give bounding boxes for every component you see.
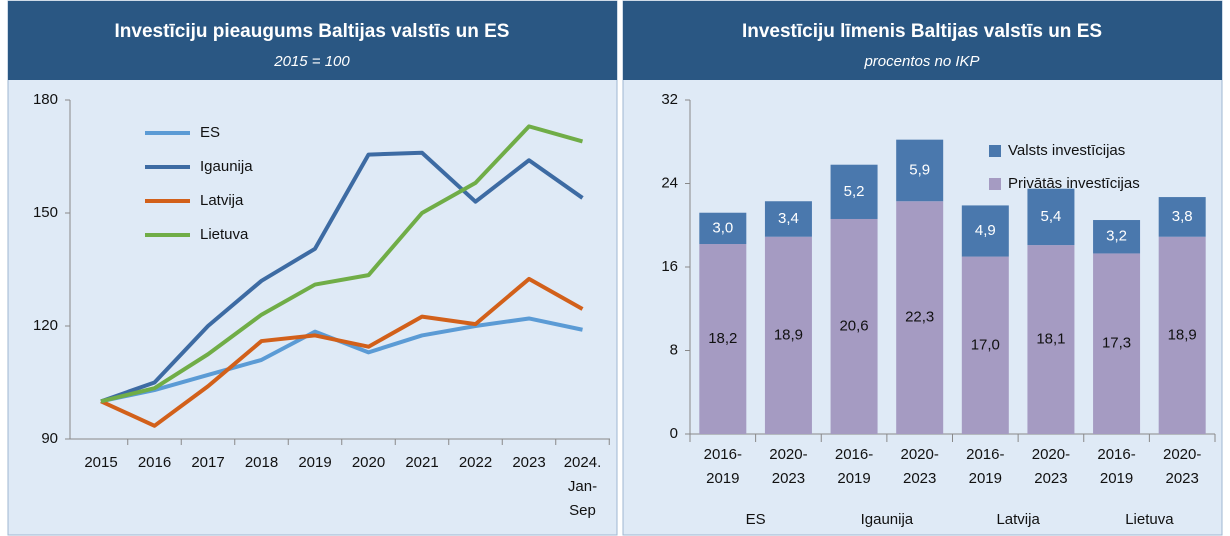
data-label: 20,6 (839, 317, 868, 334)
chart-subtitle: 2015 = 100 (273, 53, 350, 70)
y-tick-label: 0 (670, 425, 678, 442)
x-tick-label: 2016-2019 (1097, 446, 1136, 487)
bar-segment (699, 244, 747, 434)
data-label: 3,8 (1172, 208, 1193, 225)
data-label: 4,9 (975, 222, 996, 239)
x-tick-label: 2020 (351, 454, 386, 471)
group-label: Lietuva (1125, 511, 1174, 528)
x-tick-label: 2016-2019 (703, 446, 742, 487)
chart-title: Investīciju pieaugums Baltijas valstīs u… (115, 21, 510, 42)
chart-title: Investīciju līmenis Baltijas valstīs un … (742, 21, 1102, 42)
series-line (100, 276, 584, 428)
data-label: 3,2 (1106, 228, 1127, 245)
bar-segment (1093, 253, 1141, 434)
right-header (623, 1, 1222, 80)
y-tick-label: 180 (33, 91, 58, 108)
x-tick-label: 2023 (512, 454, 546, 471)
y-tick-label: 90 (41, 430, 58, 447)
y-tick-label: 8 (670, 341, 678, 358)
x-tick-label: 2016-2019 (966, 446, 1005, 487)
y-tick-label: 150 (33, 204, 58, 221)
legend-label: Lietuva (200, 226, 249, 243)
x-tick-label: 2022 (458, 454, 493, 471)
data-label: 5,2 (844, 183, 865, 200)
x-tick-label: 2021 (405, 454, 439, 471)
data-label: 18,9 (774, 326, 803, 343)
data-label: 18,2 (708, 330, 737, 347)
data-label: 22,3 (905, 309, 934, 326)
legend-label: ES (200, 124, 220, 141)
legend-label: Privātās investīcijas (1008, 175, 1140, 192)
x-tick-label: 2018 (244, 454, 279, 471)
x-tick-label: 2016-2019 (834, 446, 874, 487)
bar-segment (699, 212, 747, 245)
bar-segment (830, 164, 878, 219)
x-tick-label: 2020-2023 (1031, 446, 1071, 487)
legend-swatch (989, 145, 1001, 157)
legend-label: Latvija (200, 192, 244, 209)
x-tick-label: 2015 (84, 454, 118, 471)
bar-segment (1158, 197, 1206, 237)
bar-segment (1093, 220, 1141, 254)
series-line (100, 150, 584, 404)
series-line (100, 124, 584, 404)
x-tick-label: 2020-2023 (769, 446, 808, 487)
data-label: 17,0 (971, 336, 1000, 353)
data-label: 18,1 (1036, 331, 1065, 348)
bar-segment (896, 139, 944, 202)
data-label: 5,9 (909, 161, 930, 178)
group-label: Latvija (996, 511, 1040, 528)
x-tick-label: 2017 (191, 454, 225, 471)
bar-segment (764, 201, 812, 237)
bar-segment (830, 218, 878, 434)
y-tick-label: 24 (661, 174, 678, 191)
y-tick-label: 120 (33, 317, 58, 334)
data-label: 18,9 (1168, 326, 1197, 343)
x-tick-label: 2016 (137, 454, 172, 471)
data-label: 5,4 (1041, 208, 1062, 225)
legend-label: Igaunija (200, 158, 253, 175)
chart-subtitle: procentos no IKP (863, 53, 979, 70)
bar-segment (961, 256, 1009, 434)
bar-segment (961, 205, 1009, 257)
bar-segment (896, 201, 944, 434)
legend-label: Valsts investīcijas (1008, 142, 1125, 159)
x-tick-label: 2020-2023 (1163, 446, 1202, 487)
left-header (8, 1, 617, 80)
x-tick-label: 2020-2023 (900, 446, 939, 487)
left-panel (7, 0, 618, 536)
data-label: 3,0 (712, 219, 733, 236)
bar-segment (764, 236, 812, 434)
bar-segment (1158, 236, 1206, 434)
x-tick-label: 2019 (298, 454, 332, 471)
data-label: 17,3 (1102, 335, 1131, 352)
y-tick-label: 16 (661, 258, 678, 275)
x-tick-label: 2024. Jan-Sep (563, 454, 602, 519)
data-label: 3,4 (778, 210, 799, 227)
y-tick-label: 32 (661, 91, 678, 108)
legend-swatch (989, 178, 1001, 190)
group-label: ES (745, 511, 766, 528)
bar-segment (1027, 245, 1075, 434)
bar-segment (1027, 188, 1075, 246)
group-label: Igaunija (860, 511, 914, 528)
